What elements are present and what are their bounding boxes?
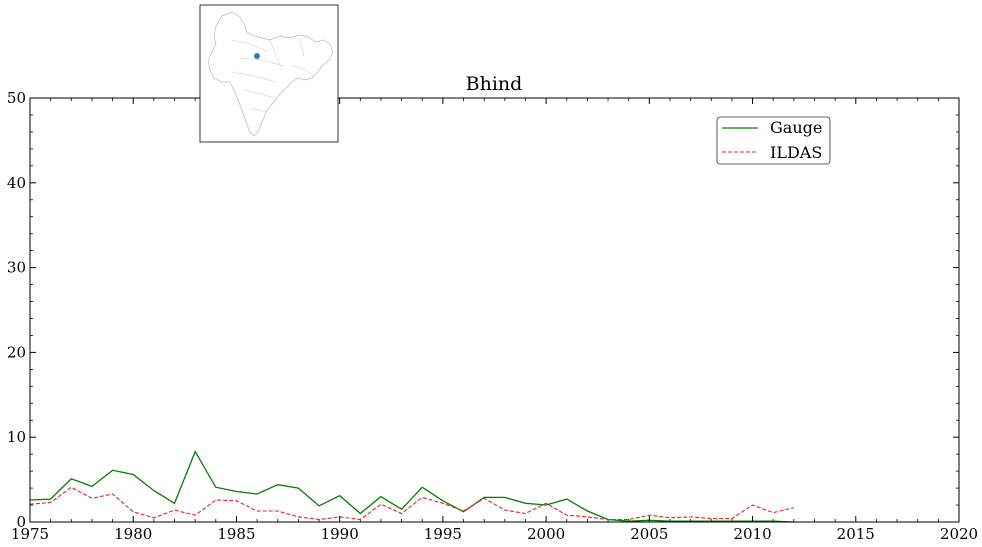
x-tick-label: 1975	[11, 525, 49, 543]
x-tick-label: 1990	[321, 525, 359, 543]
x-tick-label: 1985	[217, 525, 255, 543]
axis-ticks: 1975 1980 1985 1990 1995 2000 2005 2010 2015 2020…	[7, 89, 978, 543]
y-tick-label: 40	[7, 174, 26, 192]
legend-label-ildas: ILDAS	[770, 143, 822, 162]
india-outline-icon	[207, 11, 334, 137]
x-tick-label: 2015	[837, 525, 875, 543]
legend: Gauge ILDAS	[716, 116, 831, 165]
inset-map-frame	[199, 4, 339, 143]
x-tick-label: 1980	[114, 525, 152, 543]
series-line-gauge	[29, 450, 794, 523]
x-tick-label: 2020	[940, 525, 978, 543]
x-tick-label: 2000	[527, 525, 565, 543]
y-tick-label: 50	[7, 89, 26, 107]
x-tick-label: 2010	[733, 525, 771, 543]
legend-frame	[716, 116, 831, 165]
inset-map	[199, 4, 339, 143]
series-line-ildas	[29, 486, 794, 521]
series-layer	[29, 450, 794, 523]
chart-title: Bhind	[466, 73, 523, 95]
location-marker	[254, 53, 260, 59]
x-tick-label: 1995	[424, 525, 462, 543]
legend-label-gauge: Gauge	[770, 118, 822, 137]
y-tick-label: 10	[7, 428, 26, 446]
plot-frame	[29, 97, 960, 523]
x-tick-label: 2005	[630, 525, 668, 543]
y-tick-label: 20	[7, 343, 26, 361]
y-tick-label: 30	[7, 259, 26, 277]
state-borders	[231, 37, 315, 113]
y-tick-label: 0	[16, 513, 26, 531]
